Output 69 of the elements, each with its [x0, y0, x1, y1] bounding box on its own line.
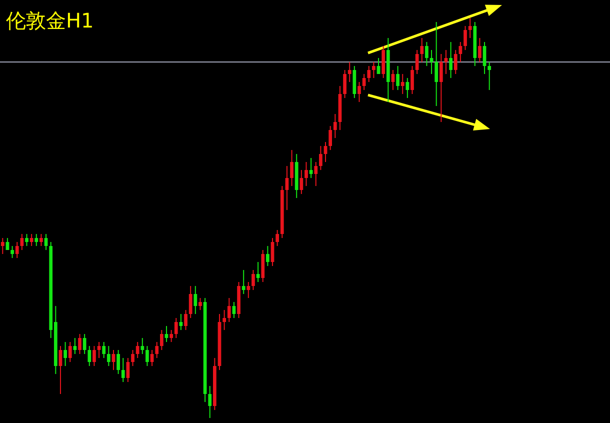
candlestick — [198, 298, 202, 310]
candlestick — [34, 234, 38, 246]
candlestick — [328, 126, 332, 150]
candlestick — [468, 18, 472, 38]
candlestick — [227, 298, 231, 322]
candlestick — [102, 342, 106, 358]
candlestick — [464, 26, 467, 50]
candlestick — [276, 230, 280, 246]
candlestick — [242, 270, 246, 294]
candlestick — [343, 70, 346, 98]
candlestick — [136, 342, 140, 358]
candlestick — [106, 346, 110, 366]
candlestick — [155, 342, 159, 358]
candlestick — [439, 54, 443, 122]
candlestick — [396, 66, 400, 90]
candlestick — [0, 238, 4, 254]
candlestick — [194, 286, 198, 314]
candlestick — [478, 38, 482, 62]
candlestick — [333, 114, 337, 138]
candlestick — [372, 62, 376, 78]
candlestick — [290, 150, 294, 186]
candlestick — [252, 270, 255, 290]
candlestick — [160, 330, 164, 350]
candlestick — [358, 82, 361, 102]
candlestick — [82, 334, 86, 354]
candlestick — [415, 50, 419, 74]
candlestick — [222, 310, 226, 330]
candlestick — [449, 42, 452, 78]
candlestick — [116, 350, 120, 374]
candlestick — [184, 310, 188, 330]
candlestick — [266, 246, 270, 266]
candlestick — [208, 386, 212, 418]
candlestick — [434, 22, 438, 106]
chart-title: 伦敦金H1 — [6, 8, 94, 32]
candlestick — [454, 50, 458, 74]
candlestick — [406, 78, 410, 98]
candlestick — [488, 62, 492, 90]
candlestick — [400, 74, 404, 94]
candlestick — [174, 318, 178, 338]
candlestick — [425, 42, 428, 66]
candlestick — [314, 162, 318, 186]
candlestick — [140, 338, 144, 354]
candlestick — [304, 162, 308, 186]
candlestick — [64, 342, 67, 366]
candlestick — [382, 46, 386, 78]
candlestick — [261, 250, 265, 282]
candlestick — [121, 358, 125, 382]
candlestick — [131, 350, 134, 366]
candlestick — [78, 334, 82, 354]
candlestick — [73, 338, 77, 354]
candlestick — [348, 62, 352, 82]
candlestick — [410, 66, 414, 94]
candlestick — [40, 234, 43, 246]
candlestick — [68, 342, 72, 362]
candlestick — [170, 330, 173, 342]
candlestick — [352, 66, 356, 98]
candlestick — [188, 286, 192, 318]
candlestick — [300, 170, 304, 194]
candlestick — [367, 66, 371, 82]
candlestick — [92, 346, 96, 366]
candlestick — [420, 38, 424, 62]
candlestick — [246, 282, 250, 298]
candlestick — [88, 346, 92, 366]
candlestick — [25, 234, 28, 246]
candlestick — [20, 234, 24, 250]
candlestick — [319, 146, 322, 170]
candlestick — [10, 246, 14, 258]
candlestick — [146, 346, 149, 366]
candlestick — [15, 242, 19, 258]
